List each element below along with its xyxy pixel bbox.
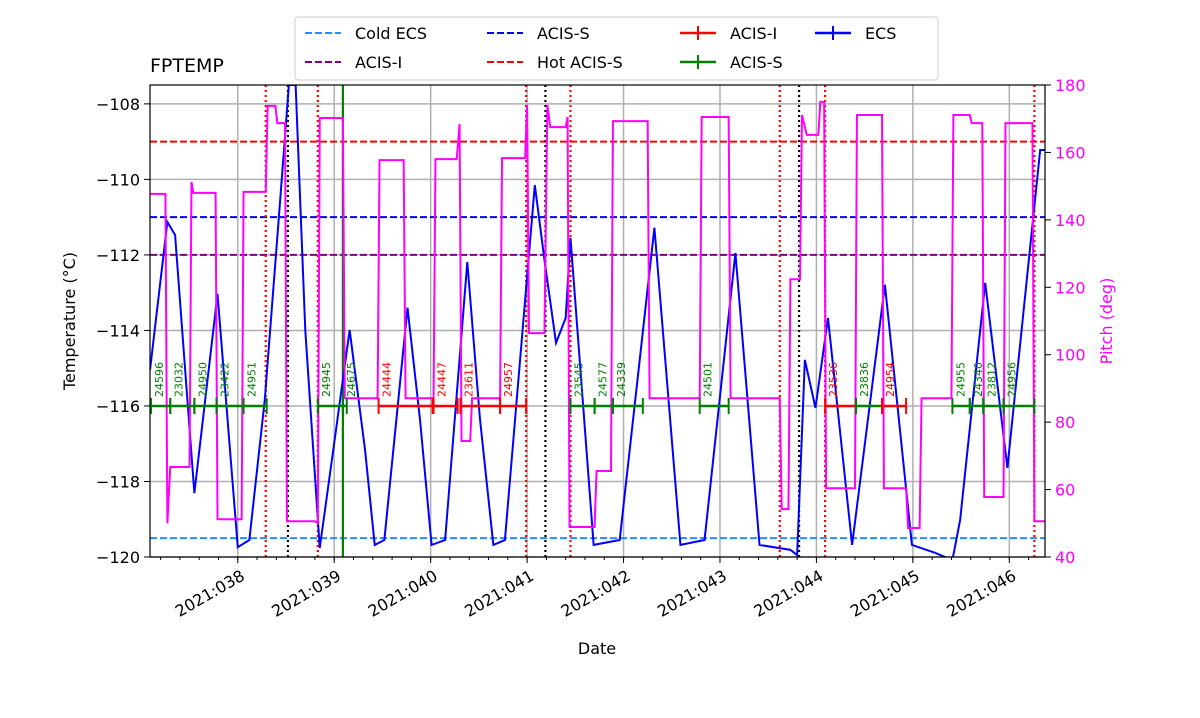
obsid-label: 23611 — [463, 362, 476, 397]
plot-frame — [149, 84, 1046, 558]
legend-label: Cold ECS — [355, 24, 427, 43]
obsid-label: 23536 — [827, 362, 840, 397]
legend-label: ACIS-S — [537, 24, 590, 43]
y2-tick-label: 180 — [1055, 76, 1086, 95]
obsid-label: 24447 — [436, 362, 449, 397]
y2-tick-label: 80 — [1055, 413, 1075, 432]
x-tick-label: 2021:046 — [943, 566, 1019, 621]
legend-label: ACIS-I — [730, 24, 777, 43]
x-tick-label: 2021:039 — [268, 566, 344, 621]
y-tick-label: −118 — [96, 472, 140, 491]
y-tick-label: −108 — [96, 95, 140, 114]
obsid-label: 23422 — [219, 362, 232, 397]
obsid-label: 24951 — [246, 362, 259, 397]
x-tick-label: 2021:038 — [172, 566, 248, 621]
y2-tick-label: 60 — [1055, 481, 1075, 500]
obsid-label: 23836 — [858, 362, 871, 397]
x-tick-label: 2021:041 — [461, 566, 537, 621]
x-tick-label: 2021:043 — [654, 566, 730, 621]
y-tick-label: −112 — [96, 246, 140, 265]
obsid-label: 24950 — [196, 362, 209, 397]
legend-label: ECS — [865, 24, 896, 43]
obsid-label: 24956 — [1006, 362, 1019, 397]
x-axis-label: Date — [578, 639, 616, 658]
x-tick-label: 2021:040 — [365, 566, 441, 621]
x-tick-label: 2021:045 — [847, 566, 923, 621]
y2-tick-label: 160 — [1055, 143, 1086, 162]
plot-content: 24596 23032 24950 23422 24951 24945 24675 24444… — [150, 85, 1045, 557]
y2-tick-label: 120 — [1055, 278, 1086, 297]
y-tick-label: −120 — [96, 548, 140, 567]
chart-title: FPTEMP — [150, 55, 224, 77]
x-tick-label: 2021:042 — [558, 566, 634, 621]
legend-label: ACIS-S — [730, 53, 783, 72]
obsid-label: 24945 — [320, 362, 333, 397]
y-tick-label: −116 — [96, 397, 140, 416]
y2-tick-label: 140 — [1055, 211, 1086, 230]
obsid-label: 24596 — [153, 362, 166, 397]
obsid-label: 24577 — [597, 362, 610, 397]
y-tick-label: −114 — [96, 321, 140, 340]
obsid-label: 24501 — [702, 362, 715, 397]
obsid-label: 23545 — [572, 362, 585, 397]
y-axis-label: Temperature (°C) — [60, 252, 79, 391]
y-tick-label: −110 — [96, 170, 140, 189]
obsid-label: 23812 — [985, 362, 998, 397]
obsid-label: 24339 — [615, 362, 628, 397]
obsid-label: 24957 — [502, 362, 515, 397]
legend-label: ACIS-I — [355, 53, 402, 72]
obsid-label: 24954 — [884, 362, 897, 397]
y2-tick-label: 100 — [1055, 346, 1086, 365]
legend-label: Hot ACIS-S — [537, 53, 623, 72]
obsid-label: 24340 — [972, 362, 985, 397]
y2-axis-label: Pitch (deg) — [1097, 278, 1116, 365]
series-line-pitch — [150, 100, 1045, 530]
obsid-label: 23032 — [172, 362, 185, 397]
obsid-label: 24444 — [381, 362, 394, 397]
legend-box — [294, 16, 939, 81]
y2-tick-label: 40 — [1055, 548, 1075, 567]
obsid-label: 24675 — [345, 362, 358, 397]
x-tick-label: 2021:044 — [751, 566, 827, 621]
obsid-label: 24955 — [954, 362, 967, 397]
legend: Cold ECS ACIS-I ACIS-S Hot ACIS-S ACIS-I ACIS… — [294, 16, 939, 81]
